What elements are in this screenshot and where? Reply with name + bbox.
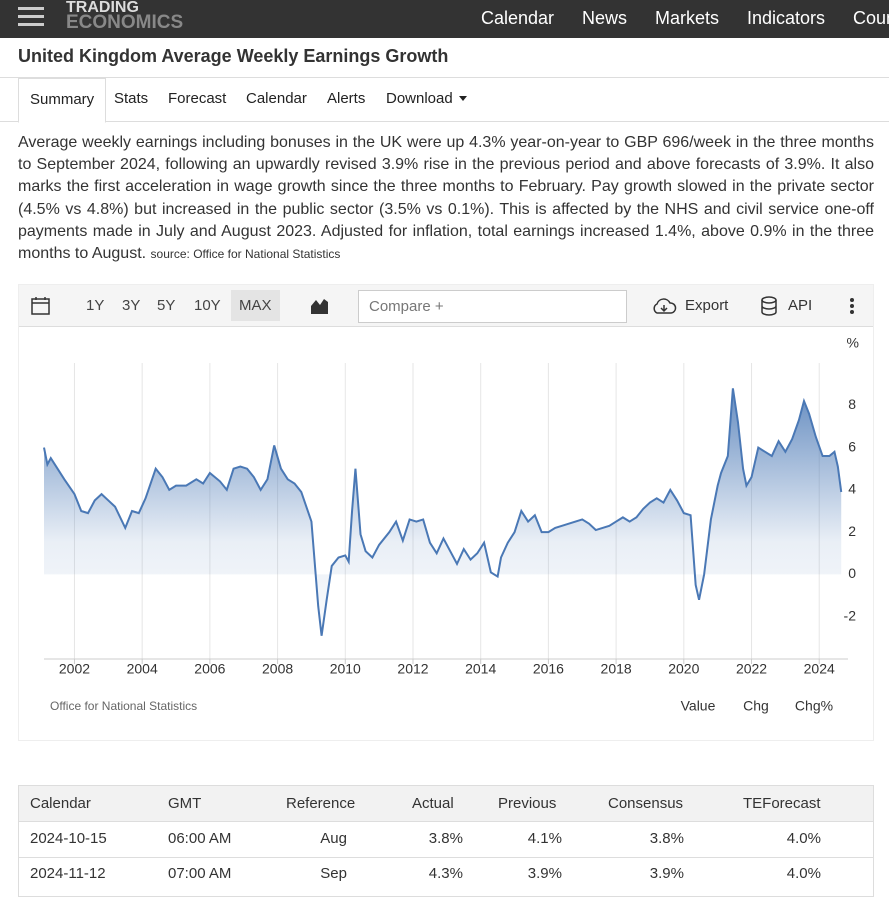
export-icon[interactable]	[651, 297, 677, 315]
logo-top: TRADING	[66, 0, 139, 16]
table-cell: 2024-11-12	[30, 865, 106, 882]
nav-link[interactable]: Markets	[655, 8, 720, 28]
x-tick-label: 2004	[127, 661, 158, 677]
tab[interactable]: Summary	[18, 78, 107, 123]
chart-box: Compare + Export API 1Y 3Y 5Y 10Y MAX 2002 20…	[18, 284, 874, 741]
table-cell: Sep	[320, 865, 347, 882]
y-tick-label: -2	[844, 607, 857, 623]
table-cell: 4.1%	[527, 830, 562, 847]
nav-link[interactable]: Calendar	[481, 8, 555, 28]
logo-bottom: ECONOMICS	[66, 12, 184, 33]
column-header: Previous	[498, 795, 557, 812]
tab[interactable]: Calendar	[246, 90, 307, 107]
table-cell: 2024-10-15	[30, 830, 107, 847]
range-button[interactable]: 10Y	[194, 297, 221, 314]
x-tick-label: 2010	[330, 661, 361, 677]
x-tick-label: 2018	[601, 661, 632, 677]
title-bar: United Kingdom Average Weekly Earnings G…	[0, 38, 889, 78]
table-header	[19, 786, 873, 822]
table-cell: 07:00 AM	[168, 865, 232, 882]
tab[interactable]: Download	[386, 90, 453, 107]
export-button[interactable]: Export	[685, 297, 729, 314]
api-icon[interactable]	[760, 296, 778, 316]
range-button[interactable]: 1Y	[86, 297, 105, 314]
column-header: Calendar	[30, 795, 91, 812]
x-tick-label: 2006	[194, 661, 225, 677]
range-button[interactable]: 3Y	[122, 297, 141, 314]
column-header: TEForecast	[743, 795, 821, 812]
row-divider	[19, 857, 873, 858]
calendar-table: Calendar GMT Reference Actual Previous Consen…	[18, 785, 874, 897]
source: source: Office for National Statistics	[150, 247, 341, 262]
y-tick-label: 2	[848, 523, 856, 539]
line	[43, 388, 843, 636]
summary-text: Average weekly earnings including bonuse…	[18, 134, 874, 263]
table-cell: 4.3%	[428, 865, 463, 882]
y-unit: %	[847, 335, 859, 351]
compare-input[interactable]: Compare +	[358, 290, 627, 323]
menu-icon[interactable]	[18, 6, 46, 28]
calendar-icon[interactable]	[31, 296, 51, 316]
x-tick-label: 2016	[533, 661, 564, 677]
x-tick-label: 2022	[736, 661, 767, 677]
area-fill	[44, 388, 842, 636]
more-icon[interactable]	[849, 297, 855, 315]
y-tick-label: 4	[848, 481, 856, 497]
nav-link[interactable]: Indicators	[747, 8, 826, 28]
nav-link[interactable]: News	[582, 8, 628, 28]
y-tick-label: 0	[848, 565, 856, 581]
chart: 2002 2004 2006 2008 2010 2012 2014 2016 2018 2020…	[43, 335, 859, 714]
table-cell: 3.9%	[527, 865, 562, 882]
top-nav: TRADING ECONOMICS Calendar News Markets Indi…	[0, 0, 889, 38]
chart-source: Office for National Statistics	[50, 699, 197, 713]
page-title: United Kingdom Average Weekly Earnings G…	[18, 46, 449, 66]
column-header: Consensus	[608, 795, 684, 812]
y-tick-label: 8	[848, 396, 856, 412]
view-toggle[interactable]: Chg%	[795, 698, 833, 714]
x-tick-label: 2012	[397, 661, 428, 677]
logo[interactable]: TRADING ECONOMICS	[66, 0, 184, 33]
x-tick-label: 2024	[804, 661, 835, 677]
summary: Average weekly earnings including bonuse…	[18, 132, 874, 265]
range-button[interactable]: 5Y	[157, 297, 176, 314]
table-cell: 3.9%	[649, 865, 684, 882]
column-header: GMT	[168, 795, 202, 812]
api-button[interactable]: API	[788, 297, 813, 314]
x-tick-label: 2002	[59, 661, 90, 677]
chart-type-icon[interactable]	[310, 296, 330, 316]
table-cell: 3.8%	[428, 830, 463, 847]
x-tick-label: 2008	[262, 661, 293, 677]
tab[interactable]: Stats	[114, 90, 149, 107]
y-tick-label: 6	[848, 438, 856, 454]
dropdown-caret	[459, 96, 467, 101]
table-cell: 06:00 AM	[168, 830, 232, 847]
table-cell: Aug	[320, 830, 347, 847]
table-cell: 4.0%	[786, 865, 821, 882]
view-toggle[interactable]: Chg	[743, 698, 769, 714]
column-header: Actual	[412, 795, 454, 812]
x-tick-label: 2020	[668, 661, 699, 677]
tab[interactable]: Alerts	[327, 90, 366, 107]
table-cell: 4.0%	[786, 830, 821, 847]
tabs: Summary Stats Forecast Calendar Alerts Downlo…	[0, 78, 889, 123]
table-cell: 3.8%	[649, 830, 684, 847]
x-tick-label: 2014	[465, 661, 496, 677]
column-header: Reference	[286, 795, 356, 812]
nav-link[interactable]: Countries	[853, 8, 889, 28]
range-button[interactable]: MAX	[231, 290, 280, 321]
chart-toolbar: Compare + Export API 1Y 3Y 5Y 10Y MAX	[19, 285, 873, 327]
view-toggle[interactable]: Value	[681, 698, 716, 714]
compare-placeholder: Compare +	[369, 298, 444, 315]
tab[interactable]: Forecast	[168, 90, 227, 107]
